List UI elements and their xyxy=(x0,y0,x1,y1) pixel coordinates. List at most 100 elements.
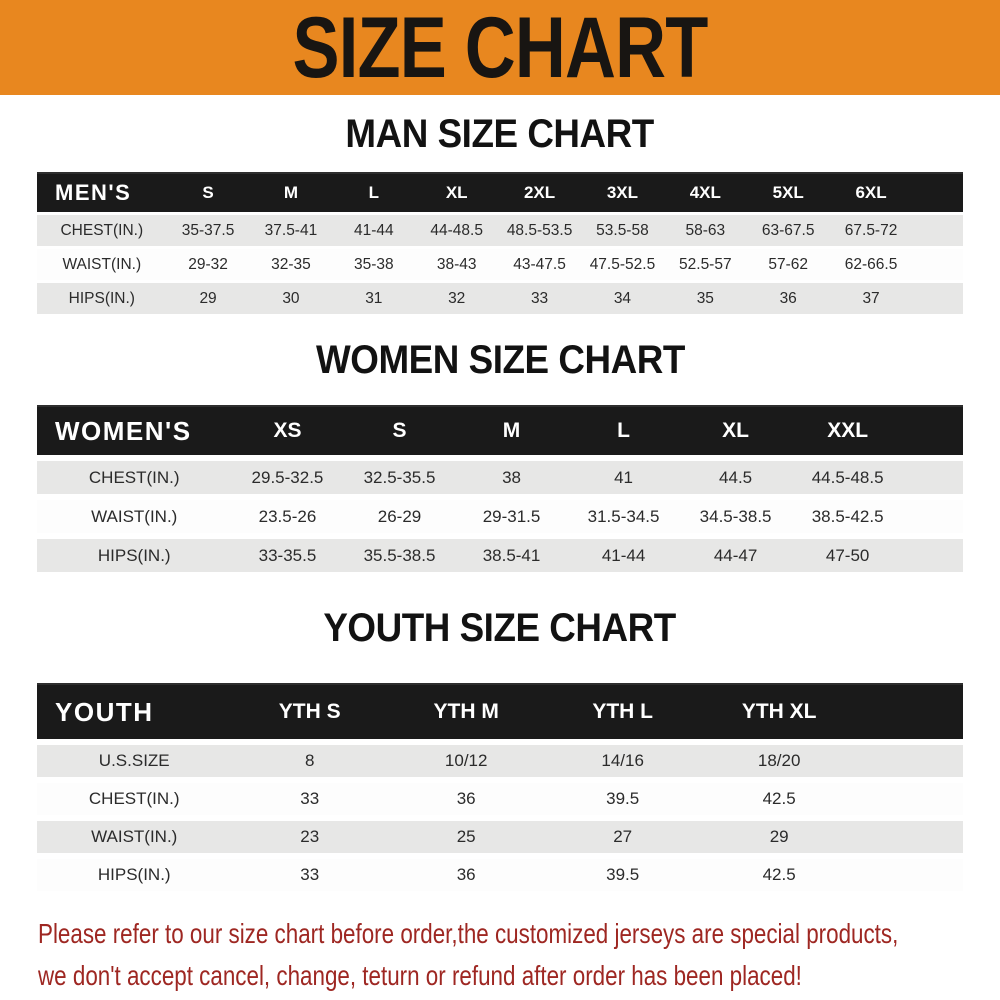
size-cell: 44-47 xyxy=(713,545,758,565)
womens-waist-row: WAIST(IN.) 23.5-26 26-29 29-31.5 31.5-34… xyxy=(37,500,963,533)
size-column-header: YTH L xyxy=(592,700,653,723)
size-cell: 33 xyxy=(300,789,320,808)
size-cell: 23 xyxy=(300,827,320,846)
size-cell: 62-66.5 xyxy=(844,255,898,273)
size-cell: 42.5 xyxy=(762,789,796,808)
size-cell: 33 xyxy=(300,865,320,884)
order-notice-line-1: Please refer to our size chart before or… xyxy=(38,918,899,949)
row-label: WAIST(IN.) xyxy=(62,255,142,273)
size-cell: 18/20 xyxy=(757,751,801,770)
size-cell: 52.5-57 xyxy=(679,255,732,273)
size-cell: 30 xyxy=(282,289,300,307)
womens-size-table: WOMEN'S XS S M L XL XXL CHEST(IN.) 29.5-… xyxy=(37,405,963,572)
women-size-chart-heading: WOMEN SIZE CHART xyxy=(315,337,685,382)
size-cell: 31 xyxy=(365,289,383,307)
mens-table-label: MEN'S xyxy=(55,180,132,205)
size-column-header: XL xyxy=(445,183,468,202)
size-cell: 33-35.5 xyxy=(258,545,317,565)
size-cell: 41 xyxy=(614,467,634,487)
row-label: CHEST(IN.) xyxy=(88,789,180,808)
size-cell: 26-29 xyxy=(377,506,422,526)
youth-section: YOUTH SIZE CHART xyxy=(0,572,1000,683)
womens-chest-row: CHEST(IN.) 29.5-32.5 32.5-35.5 38 41 44.… xyxy=(37,461,963,494)
size-cell: 63-67.5 xyxy=(761,221,815,239)
size-cell: 41-44 xyxy=(353,221,394,239)
womens-table-header-row: WOMEN'S XS S M L XL XXL xyxy=(37,405,963,455)
size-chart-title: SIZE CHART xyxy=(292,0,709,96)
youth-table-header-row: YOUTH YTH S YTH M YTH L YTH XL xyxy=(37,683,963,739)
size-cell: 42.5 xyxy=(762,865,796,884)
size-column-header: XS xyxy=(273,419,302,442)
size-column-header: YTH XL xyxy=(741,700,817,723)
size-cell: 43-47.5 xyxy=(513,255,566,273)
size-cell: 38.5-41 xyxy=(482,545,541,565)
size-cell: 67.5-72 xyxy=(844,221,898,239)
size-cell: 35 xyxy=(696,289,714,307)
size-column-header: YTH S xyxy=(278,700,341,723)
size-cell: 29-31.5 xyxy=(482,506,541,526)
size-cell: 38.5-42.5 xyxy=(811,506,884,526)
mens-waist-row: WAIST(IN.) 29-32 32-35 35-38 38-43 43-47… xyxy=(37,249,963,280)
size-cell: 23.5-26 xyxy=(258,506,317,526)
size-cell: 36 xyxy=(456,789,476,808)
size-cell: 39.5 xyxy=(606,789,640,808)
womens-table-label: WOMEN'S xyxy=(55,415,192,446)
size-cell: 27 xyxy=(613,827,633,846)
row-label: WAIST(IN.) xyxy=(91,827,178,846)
size-cell: 35-37.5 xyxy=(181,221,235,239)
youth-waist-row: WAIST(IN.) 23 25 27 29 xyxy=(37,821,963,853)
size-cell: 36 xyxy=(456,865,476,884)
size-column-header: M xyxy=(502,419,521,442)
size-cell: 38 xyxy=(502,467,521,487)
size-column-header: XL xyxy=(722,419,750,442)
size-column-header: 5XL xyxy=(772,183,804,202)
row-label: HIPS(IN.) xyxy=(68,289,135,307)
size-cell: 8 xyxy=(304,751,315,770)
size-column-header: M xyxy=(283,183,299,202)
man-size-chart-heading: MAN SIZE CHART xyxy=(345,111,655,156)
order-notice-line-2: we don't accept cancel, change, teturn o… xyxy=(38,960,802,991)
youth-size-table: YOUTH YTH S YTH M YTH L YTH XL U.S.SIZE … xyxy=(37,683,963,891)
youth-size-chart-heading: YOUTH SIZE CHART xyxy=(323,605,677,650)
size-cell: 29 xyxy=(769,827,789,846)
size-cell: 57-62 xyxy=(768,255,809,273)
size-cell: 14/16 xyxy=(601,751,644,770)
youth-hips-row: HIPS(IN.) 33 36 39.5 42.5 xyxy=(37,859,963,891)
size-column-header: L xyxy=(617,419,630,442)
size-column-header: 3XL xyxy=(606,183,639,202)
size-cell: 34 xyxy=(613,289,632,307)
size-cell: 10/12 xyxy=(444,751,488,770)
size-column-header: 6XL xyxy=(855,183,887,202)
size-cell: 32 xyxy=(448,289,466,307)
size-column-header: XXL xyxy=(827,419,869,442)
row-label: CHEST(IN.) xyxy=(60,221,144,239)
size-cell: 53.5-58 xyxy=(596,221,649,239)
size-cell: 35-38 xyxy=(353,255,394,273)
size-cell: 37 xyxy=(862,289,880,307)
size-cell: 29.5-32.5 xyxy=(251,467,324,487)
mens-size-table: MEN'S S M L XL 2XL 3XL 4XL 5XL 6XL CHEST… xyxy=(37,172,963,314)
size-cell: 38-43 xyxy=(436,255,477,273)
size-cell: 29 xyxy=(199,289,217,307)
size-cell: 35.5-38.5 xyxy=(363,545,436,565)
size-column-header: 2XL xyxy=(523,183,556,202)
size-cell: 32-35 xyxy=(271,255,311,273)
size-cell: 44.5-48.5 xyxy=(811,467,884,487)
row-label: HIPS(IN.) xyxy=(97,545,171,565)
size-cell: 44.5 xyxy=(719,467,753,487)
size-cell: 25 xyxy=(456,827,476,846)
size-column-header: S xyxy=(202,183,214,202)
mens-chest-row: CHEST(IN.) 35-37.5 37.5-41 41-44 44-48.5… xyxy=(37,215,963,246)
size-cell: 41-44 xyxy=(601,545,646,565)
mens-table-header-row: MEN'S S M L XL 2XL 3XL 4XL 5XL 6XL xyxy=(37,172,963,212)
size-cell: 37.5-41 xyxy=(264,221,318,239)
size-cell: 58-63 xyxy=(685,221,726,239)
size-column-header: 4XL xyxy=(689,183,721,202)
size-cell: 47-50 xyxy=(825,545,870,565)
size-cell: 36 xyxy=(779,289,797,307)
row-label: U.S.SIZE xyxy=(98,751,170,770)
size-cell: 31.5-34.5 xyxy=(587,506,660,526)
size-column-header: YTH M xyxy=(433,700,499,723)
youth-chest-row: CHEST(IN.) 33 36 39.5 42.5 xyxy=(37,783,963,815)
size-cell: 33 xyxy=(530,289,549,307)
